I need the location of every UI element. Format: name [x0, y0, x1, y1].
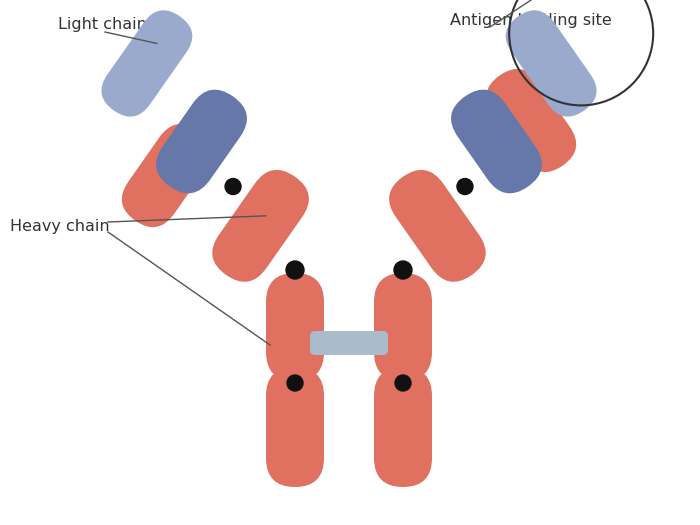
- FancyBboxPatch shape: [212, 170, 309, 282]
- FancyBboxPatch shape: [266, 273, 324, 381]
- FancyBboxPatch shape: [102, 10, 193, 117]
- Circle shape: [395, 375, 411, 391]
- FancyBboxPatch shape: [122, 124, 212, 227]
- FancyBboxPatch shape: [266, 367, 324, 487]
- Circle shape: [287, 375, 303, 391]
- FancyBboxPatch shape: [389, 170, 486, 282]
- Text: Light chain: Light chain: [58, 17, 147, 33]
- FancyBboxPatch shape: [156, 90, 247, 193]
- FancyBboxPatch shape: [374, 367, 432, 487]
- Circle shape: [394, 261, 412, 279]
- FancyBboxPatch shape: [374, 273, 432, 381]
- Circle shape: [286, 261, 304, 279]
- FancyBboxPatch shape: [451, 90, 542, 193]
- FancyBboxPatch shape: [310, 331, 388, 355]
- Circle shape: [225, 178, 241, 195]
- Text: Heavy chain: Heavy chain: [10, 219, 110, 235]
- Circle shape: [457, 178, 473, 195]
- FancyBboxPatch shape: [505, 10, 596, 117]
- Text: Antigen binding site: Antigen binding site: [450, 13, 612, 27]
- FancyBboxPatch shape: [486, 69, 576, 172]
